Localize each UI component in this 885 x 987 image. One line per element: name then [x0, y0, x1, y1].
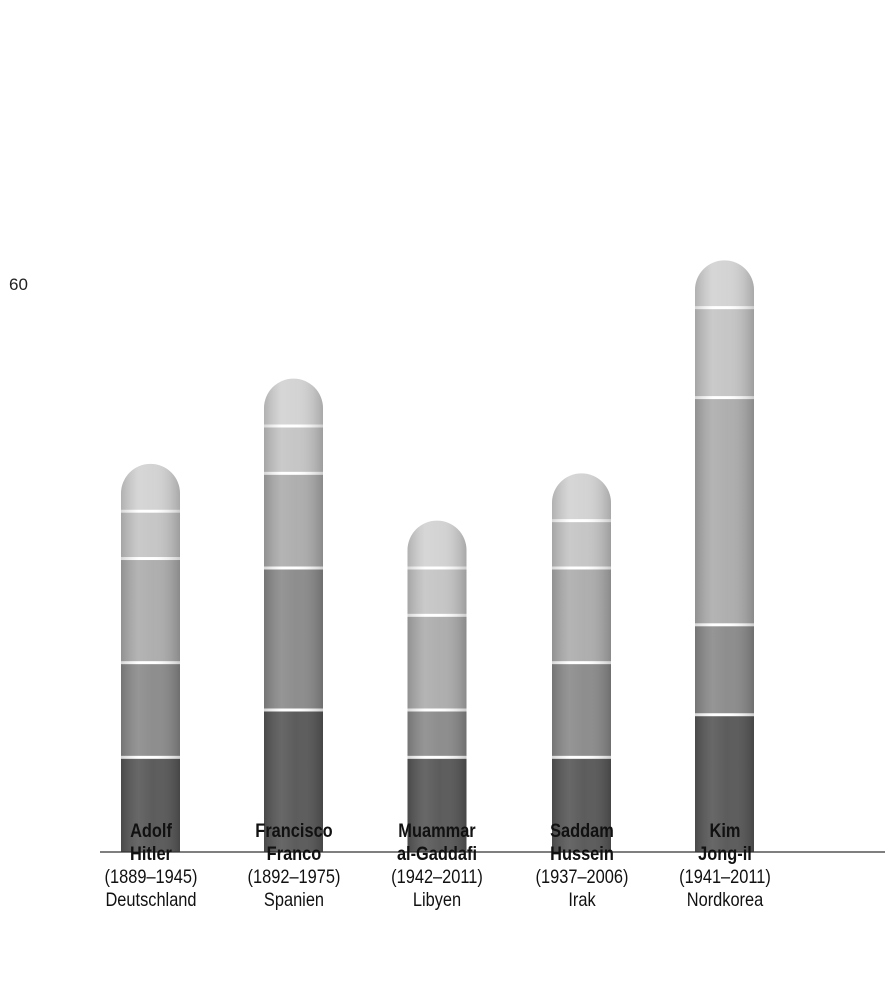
- category-country: Spanien: [263, 889, 324, 911]
- category-name-line: Saddam: [549, 820, 614, 842]
- category-years: (1892–1975): [247, 866, 340, 888]
- category-years: (1889–1945): [104, 866, 197, 888]
- bar-3-shading: [407, 520, 467, 852]
- category-name-line: Franco: [266, 843, 321, 865]
- bar-3: [407, 520, 467, 852]
- category-name-line: Kim: [709, 820, 740, 842]
- category-name-line: Francisco: [254, 820, 333, 842]
- bar-5: [695, 260, 754, 852]
- category-country: Libyen: [412, 889, 462, 911]
- bars-layer: [121, 260, 754, 852]
- bar-4-shading: [552, 473, 611, 852]
- category-country: Deutschland: [104, 889, 197, 911]
- bar-1-shading: [121, 463, 180, 852]
- bar-4: [552, 473, 611, 852]
- bar-5-shading: [695, 260, 754, 852]
- y-tick-label: 60: [9, 275, 28, 294]
- bar-1: [121, 463, 180, 852]
- category-country: Nordkorea: [686, 889, 763, 911]
- category-country: Irak: [567, 889, 596, 911]
- category-label-5: Kim Jong-il (1941–2011) Nordkorea: [666, 820, 784, 912]
- category-years: (1941–2011): [678, 866, 771, 888]
- category-name-line: Muammar: [398, 820, 476, 842]
- category-label-4: Saddam Hussein (1937–2006) Irak: [523, 820, 641, 912]
- category-years: (1942–2011): [391, 866, 483, 888]
- category-name-line: Adolf: [129, 820, 172, 842]
- category-name-line: Hitler: [129, 843, 172, 865]
- bar-2-shading: [264, 378, 323, 852]
- category-label-1: Adolf Hitler (1889–1945) Deutschland: [92, 820, 210, 912]
- bar-2: [264, 378, 323, 852]
- category-years: (1937–2006): [535, 866, 628, 888]
- y-tick-labels: 60: [9, 275, 28, 294]
- category-label-2: Francisco Franco (1892–1975) Spanien: [235, 820, 353, 912]
- category-name-line: Hussein: [549, 843, 614, 865]
- category-name-line: Jong-il: [697, 843, 752, 865]
- category-name-line: al-Gaddafi: [396, 843, 478, 865]
- category-label-3: Muammar al-Gaddafi (1942–2011) Libyen: [378, 820, 496, 912]
